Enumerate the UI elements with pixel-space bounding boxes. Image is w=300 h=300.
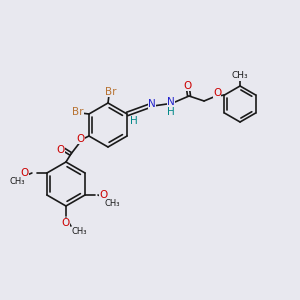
Text: N: N xyxy=(148,99,156,109)
Text: N: N xyxy=(167,97,175,107)
Text: CH₃: CH₃ xyxy=(104,199,120,208)
Text: O: O xyxy=(213,88,221,98)
Text: CH₃: CH₃ xyxy=(71,226,87,236)
Text: O: O xyxy=(99,190,107,200)
Text: O: O xyxy=(62,218,70,228)
Text: O: O xyxy=(57,145,65,155)
Text: CH₃: CH₃ xyxy=(9,176,25,185)
Text: O: O xyxy=(183,81,191,91)
Text: O: O xyxy=(21,168,29,178)
Text: H: H xyxy=(167,107,175,117)
Text: CH₃: CH₃ xyxy=(232,71,248,80)
Text: Br: Br xyxy=(72,107,84,117)
Text: H: H xyxy=(130,116,138,126)
Text: O: O xyxy=(77,134,85,144)
Text: Br: Br xyxy=(105,87,117,97)
